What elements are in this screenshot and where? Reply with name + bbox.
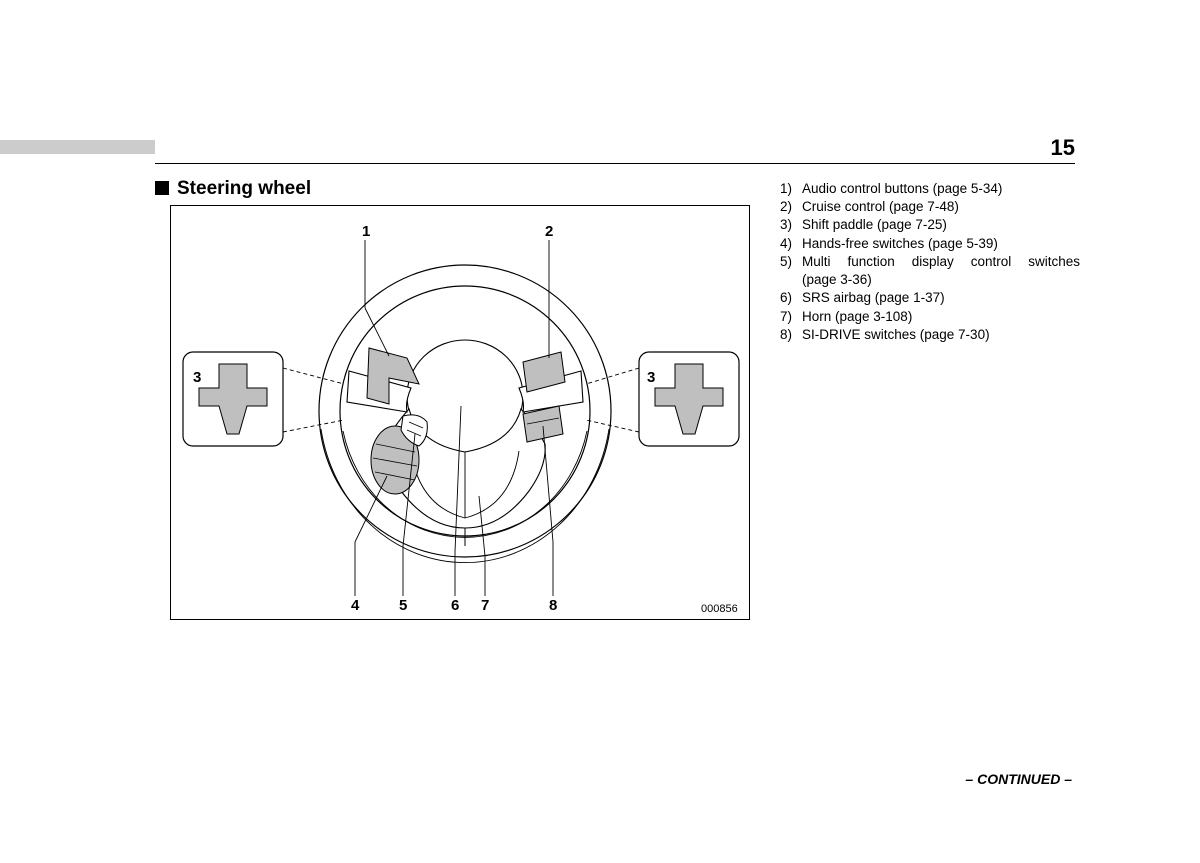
steering-wheel-figure: 1 2 3 3 4 5 6 7 8 xyxy=(170,205,750,620)
callout-2: 2 xyxy=(545,223,553,240)
legend-item-7: 7) Horn (page 3-108) xyxy=(780,308,1080,326)
legend-num: 4) xyxy=(780,235,802,253)
legend-num: 3) xyxy=(780,216,802,234)
callout-1: 1 xyxy=(362,223,370,240)
legend-text: Horn (page 3-108) xyxy=(802,308,1080,326)
legend-num: 7) xyxy=(780,308,802,326)
callout-5: 5 xyxy=(399,597,407,614)
legend-item-3: 3) Shift paddle (page 7-25) xyxy=(780,216,1080,234)
legend-text: Multi function display control switches xyxy=(802,253,1080,271)
legend-text: SI-DRIVE switches (page 7-30) xyxy=(802,326,1080,344)
legend-num: 6) xyxy=(780,289,802,307)
figure-id: 000856 xyxy=(701,603,738,615)
heading-text: Steering wheel xyxy=(177,178,311,199)
legend-item-8: 8) SI-DRIVE switches (page 7-30) xyxy=(780,326,1080,344)
callout-4: 4 xyxy=(351,597,360,614)
legend-item-4: 4) Hands-free switches (page 5-39) xyxy=(780,235,1080,253)
legend-text: SRS airbag (page 1-37) xyxy=(802,289,1080,307)
section-heading: Steering wheel xyxy=(155,178,311,200)
callout-3-right: 3 xyxy=(647,369,655,386)
header-gray-bar xyxy=(0,140,155,154)
right-spoke xyxy=(519,352,583,442)
legend-item-1: 1) Audio control buttons (page 5-34) xyxy=(780,180,1080,198)
legend-num: 2) xyxy=(780,198,802,216)
legend-item-6: 6) SRS airbag (page 1-37) xyxy=(780,289,1080,307)
steering-wheel-svg: 1 2 3 3 4 5 6 7 8 xyxy=(171,206,751,621)
legend-num: 1) xyxy=(780,180,802,198)
legend-num: 5) xyxy=(780,253,802,271)
page-number: 15 xyxy=(1051,135,1075,161)
legend-item-5-sub: (page 3-36) xyxy=(780,271,1080,289)
legend-text: Audio control buttons (page 5-34) xyxy=(802,180,1080,198)
legend-item-5: 5) Multi function display control switch… xyxy=(780,253,1080,271)
callout-6: 6 xyxy=(451,597,459,614)
callout-8: 8 xyxy=(549,597,557,614)
legend-item-2: 2) Cruise control (page 7-48) xyxy=(780,198,1080,216)
legend-text: Cruise control (page 7-48) xyxy=(802,198,1080,216)
continued-footer: – CONTINUED – xyxy=(965,771,1072,787)
heading-bullet-icon xyxy=(155,181,169,195)
legend-text: Hands-free switches (page 5-39) xyxy=(802,235,1080,253)
legend-num: 8) xyxy=(780,326,802,344)
legend-text: Shift paddle (page 7-25) xyxy=(802,216,1080,234)
header-underline xyxy=(155,163,1075,164)
callout-3-left: 3 xyxy=(193,369,201,386)
callout-7: 7 xyxy=(481,597,489,614)
legend-list: 1) Audio control buttons (page 5-34) 2) … xyxy=(780,180,1080,344)
